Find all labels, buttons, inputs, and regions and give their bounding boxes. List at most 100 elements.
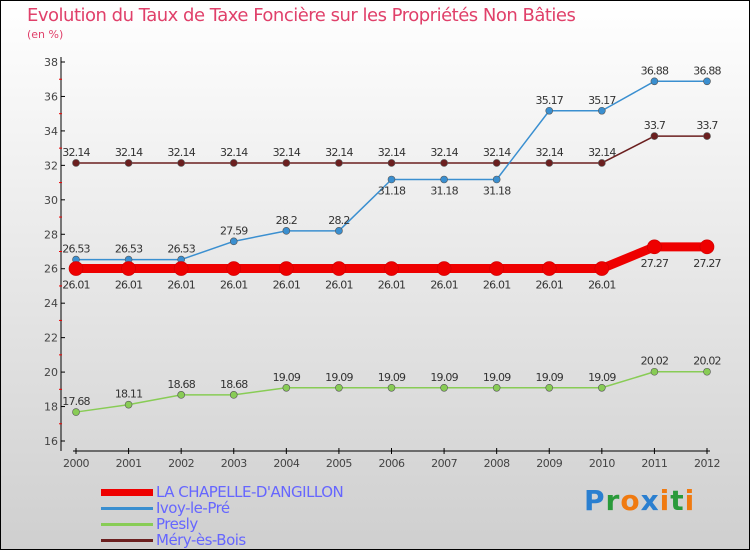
data-point <box>545 159 554 167</box>
data-label: 20.02 <box>641 355 669 368</box>
data-label: 26.01 <box>430 279 458 292</box>
data-point <box>229 391 238 399</box>
y-tick-label: 18 <box>44 401 58 414</box>
data-label: 31.18 <box>378 184 406 197</box>
data-point <box>68 261 84 276</box>
data-label: 18.11 <box>115 388 143 401</box>
data-label: 19.09 <box>483 371 511 384</box>
y-axis-unit: (en %) <box>27 28 64 41</box>
data-label: 19.09 <box>536 371 564 384</box>
data-point <box>335 227 343 235</box>
data-point <box>703 132 711 140</box>
legend-item: Presly <box>101 517 198 532</box>
data-point <box>703 77 711 86</box>
data-label: 26.01 <box>378 279 406 292</box>
data-label: 31.18 <box>483 184 511 197</box>
data-point <box>282 227 291 235</box>
x-tick-label: 2004 <box>273 457 299 470</box>
data-label: 19.09 <box>378 371 406 384</box>
data-point <box>703 367 711 376</box>
data-point <box>492 175 501 184</box>
data-label: 32.14 <box>536 146 564 159</box>
data-point <box>177 391 185 399</box>
legend-item: Méry-ès-Bois <box>101 533 246 548</box>
data-label: 26.01 <box>62 279 90 292</box>
data-label: 26.01 <box>273 279 301 292</box>
chart-title: Evolution du Taux de Taxe Foncière sur l… <box>27 5 576 26</box>
legend-label: Méry-ès-Bois <box>156 531 246 549</box>
legend-swatch <box>101 507 153 510</box>
data-point <box>650 77 659 86</box>
data-label: 26.01 <box>325 279 353 292</box>
legend-item: LA CHAPELLE-D'ANGILLON <box>101 485 344 500</box>
data-point <box>331 261 347 276</box>
legend-swatch <box>101 523 153 526</box>
data-point <box>282 159 291 167</box>
data-label: 32.14 <box>167 146 195 159</box>
data-label: 32.14 <box>325 146 353 159</box>
data-label: 26.01 <box>588 279 616 292</box>
data-point <box>440 159 448 167</box>
data-label: 28.2 <box>276 214 297 227</box>
data-point <box>72 159 80 167</box>
x-tick-label: 2001 <box>116 457 142 470</box>
data-label: 19.09 <box>325 371 353 384</box>
data-label: 32.14 <box>62 146 90 159</box>
data-point <box>282 383 291 392</box>
legend-label: Ivoy-le-Pré <box>156 499 230 517</box>
data-point <box>173 261 189 276</box>
data-point <box>598 159 606 167</box>
data-label: 26.01 <box>167 279 195 292</box>
x-tick-label: 2006 <box>379 457 405 470</box>
data-point <box>440 383 448 392</box>
data-label: 35.17 <box>536 94 564 107</box>
data-label: 28.2 <box>328 214 349 227</box>
data-point <box>124 400 133 409</box>
y-tick-label: 16 <box>44 435 58 448</box>
x-tick-label: 2007 <box>431 457 457 470</box>
data-label: 19.09 <box>588 371 616 384</box>
data-label: 26.01 <box>536 279 564 292</box>
data-label: 33.7 <box>696 119 718 132</box>
data-label: 27.27 <box>641 257 669 270</box>
data-point <box>279 261 294 276</box>
data-point <box>545 106 554 115</box>
data-label: 26.01 <box>115 279 143 292</box>
data-point <box>492 159 501 167</box>
data-label: 18.68 <box>167 378 195 391</box>
x-tick-label: 2000 <box>63 457 89 470</box>
x-tick-label: 2003 <box>221 457 247 470</box>
data-point <box>492 383 501 392</box>
proxiti-logo: Proxiti <box>584 484 696 517</box>
y-tick-label: 26 <box>44 263 58 276</box>
data-point <box>541 261 557 276</box>
data-point <box>229 237 238 246</box>
data-point <box>384 261 399 276</box>
y-tick-label: 34 <box>44 125 58 138</box>
data-label: 27.59 <box>220 224 248 237</box>
data-point <box>121 261 136 276</box>
legend-item: Ivoy-le-Pré <box>101 501 230 516</box>
data-label: 33.7 <box>644 119 666 132</box>
data-label: 26.01 <box>220 279 248 292</box>
data-point <box>699 239 715 255</box>
legend-swatch <box>101 539 153 542</box>
data-point <box>598 106 606 115</box>
data-point <box>594 261 610 276</box>
data-point <box>387 383 396 392</box>
y-tick-label: 28 <box>44 228 58 241</box>
data-point <box>387 159 396 167</box>
data-point <box>226 261 242 276</box>
data-label: 26.53 <box>115 243 143 256</box>
data-point <box>177 159 185 167</box>
y-tick-label: 30 <box>44 194 58 207</box>
y-tick-label: 38 <box>44 56 58 69</box>
y-tick-label: 36 <box>44 90 58 103</box>
data-label: 32.14 <box>588 146 616 159</box>
data-label: 32.14 <box>483 146 511 159</box>
data-label: 19.09 <box>273 371 301 384</box>
x-tick-label: 2005 <box>326 457 352 470</box>
x-tick-label: 2012 <box>694 457 720 470</box>
data-point <box>440 175 448 184</box>
